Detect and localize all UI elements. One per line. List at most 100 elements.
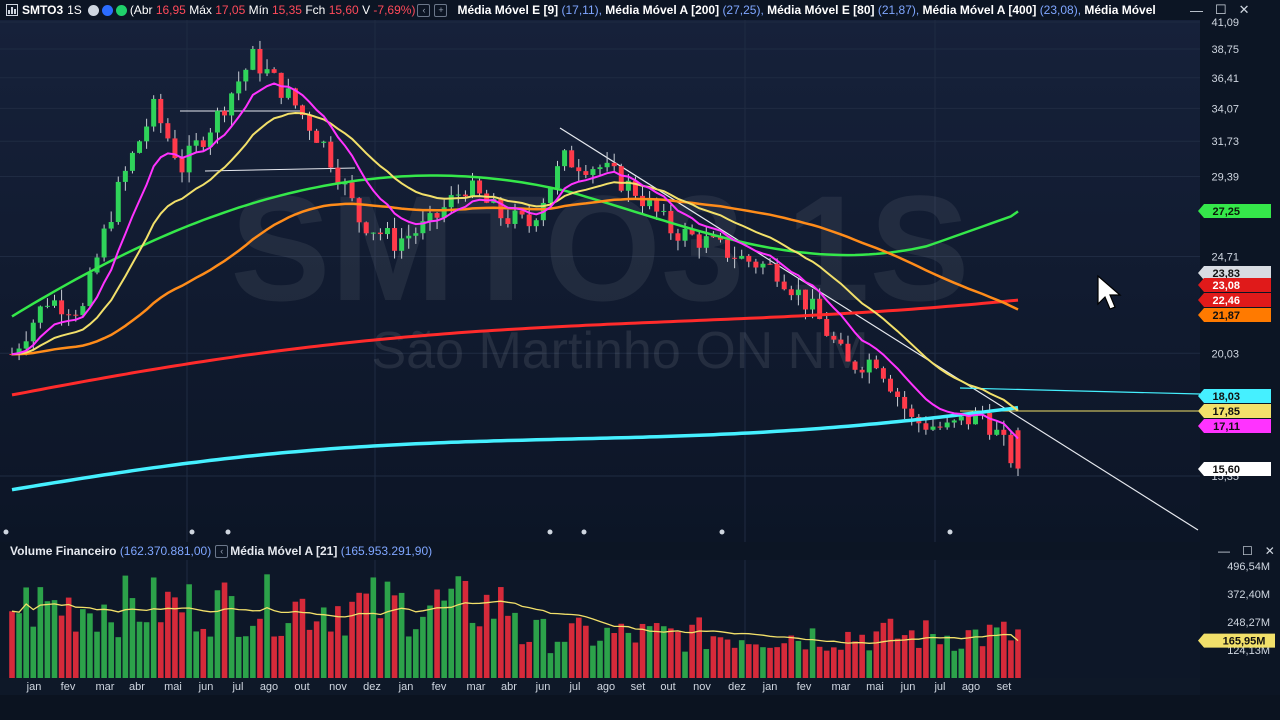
volume-bar[interactable] bbox=[965, 630, 972, 678]
volume-bar[interactable] bbox=[767, 647, 773, 678]
volume-bar[interactable] bbox=[143, 622, 150, 678]
candle-body[interactable] bbox=[384, 228, 390, 235]
candle-body[interactable] bbox=[264, 69, 270, 74]
candle-body[interactable] bbox=[328, 141, 334, 168]
candle-body[interactable] bbox=[356, 198, 362, 223]
volume-bar[interactable] bbox=[87, 613, 93, 678]
volume-bar[interactable] bbox=[413, 629, 419, 678]
volume-bar[interactable] bbox=[774, 647, 780, 678]
candle-body[interactable] bbox=[101, 228, 107, 258]
volume-bar[interactable] bbox=[547, 653, 554, 678]
candle-body[interactable] bbox=[845, 343, 851, 362]
candle-body[interactable] bbox=[115, 181, 121, 223]
candle-body[interactable] bbox=[469, 180, 475, 197]
candle-body[interactable] bbox=[647, 199, 653, 207]
volume-bar[interactable] bbox=[476, 626, 483, 678]
candle-body[interactable] bbox=[52, 300, 58, 306]
maximize-icon[interactable]: ☐ bbox=[1215, 2, 1227, 17]
volume-bar[interactable] bbox=[462, 580, 469, 678]
volume-bar[interactable] bbox=[795, 640, 802, 678]
candle-body[interactable] bbox=[802, 289, 808, 310]
settings-icon[interactable] bbox=[87, 4, 99, 16]
candle-body[interactable] bbox=[746, 255, 752, 262]
volume-bar[interactable] bbox=[731, 647, 738, 678]
volume-bar[interactable] bbox=[972, 629, 979, 678]
volume-bar[interactable] bbox=[320, 607, 327, 678]
candle-body[interactable] bbox=[555, 166, 561, 189]
candle-body[interactable] bbox=[292, 88, 298, 106]
volume-bar[interactable] bbox=[745, 644, 752, 678]
candle-body[interactable] bbox=[434, 213, 440, 218]
candle-body[interactable] bbox=[689, 228, 695, 235]
candle-body[interactable] bbox=[392, 228, 398, 251]
volume-bar[interactable] bbox=[852, 641, 858, 678]
volume-bar[interactable] bbox=[703, 649, 710, 678]
volume-bar[interactable] bbox=[221, 582, 228, 678]
volume-bar[interactable] bbox=[37, 587, 44, 678]
candle-body[interactable] bbox=[158, 98, 164, 124]
candle-body[interactable] bbox=[505, 218, 511, 224]
collapse-legend-icon[interactable]: ‹ bbox=[417, 3, 431, 17]
volume-bar[interactable] bbox=[72, 631, 79, 678]
candle-body[interactable] bbox=[122, 170, 128, 182]
volume-bar[interactable] bbox=[165, 591, 171, 678]
volume-bar[interactable] bbox=[228, 596, 235, 678]
volume-bar[interactable] bbox=[122, 575, 129, 678]
volume-bar[interactable] bbox=[533, 619, 540, 678]
volume-bar[interactable] bbox=[342, 635, 348, 678]
volume-bar[interactable] bbox=[377, 618, 384, 678]
symbol-label[interactable]: SMTO3 bbox=[22, 3, 64, 17]
volume-bar[interactable] bbox=[328, 631, 334, 678]
volume-bar[interactable] bbox=[136, 621, 143, 678]
candle-body[interactable] bbox=[250, 49, 256, 70]
volume-bar[interactable] bbox=[583, 625, 589, 678]
candle-body[interactable] bbox=[866, 359, 872, 373]
candle-body[interactable] bbox=[767, 263, 773, 265]
candle-body[interactable] bbox=[172, 138, 178, 159]
horizontal-line[interactable] bbox=[959, 387, 1201, 395]
candle-body[interactable] bbox=[87, 272, 93, 307]
volume-bar[interactable] bbox=[838, 649, 844, 678]
volume-bar[interactable] bbox=[738, 640, 745, 678]
volume-bar[interactable] bbox=[675, 631, 681, 678]
candle-body[interactable] bbox=[23, 341, 29, 349]
candle-body[interactable] bbox=[640, 195, 646, 207]
volume-bar[interactable] bbox=[505, 615, 511, 678]
candle-body[interactable] bbox=[399, 238, 405, 251]
candle-body[interactable] bbox=[321, 141, 327, 143]
volume-bar[interactable] bbox=[611, 633, 617, 678]
volume-bar[interactable] bbox=[993, 627, 1000, 678]
candle-body[interactable] bbox=[222, 110, 228, 116]
add-study-icon[interactable]: + bbox=[434, 3, 448, 17]
candle-body[interactable] bbox=[583, 171, 589, 175]
event-marker[interactable] bbox=[719, 529, 725, 535]
candle-body[interactable] bbox=[810, 298, 816, 310]
volume-bar[interactable] bbox=[894, 638, 901, 678]
candle-body[interactable] bbox=[944, 422, 950, 428]
candle-body[interactable] bbox=[611, 162, 617, 167]
volume-bar[interactable] bbox=[944, 635, 950, 678]
candle-body[interactable] bbox=[243, 69, 249, 82]
volume-bar[interactable] bbox=[632, 642, 639, 678]
candle-body[interactable] bbox=[760, 263, 766, 268]
horizontal-line[interactable] bbox=[204, 167, 356, 172]
candle-body[interactable] bbox=[257, 49, 263, 74]
volume-bar[interactable] bbox=[554, 641, 561, 678]
candle-body[interactable] bbox=[873, 359, 879, 369]
candle-body[interactable] bbox=[413, 233, 419, 236]
volume-bar[interactable] bbox=[802, 649, 809, 678]
volume-bar[interactable] bbox=[129, 598, 136, 678]
candle-body[interactable] bbox=[512, 210, 518, 224]
candle-body[interactable] bbox=[207, 132, 213, 147]
volume-bar[interactable] bbox=[80, 609, 86, 678]
volume-bar[interactable] bbox=[44, 601, 51, 678]
candle-body[interactable] bbox=[137, 141, 143, 153]
candle-body[interactable] bbox=[604, 162, 610, 168]
volume-bar[interactable] bbox=[887, 618, 894, 678]
candle-body[interactable] bbox=[363, 222, 369, 234]
candle-body[interactable] bbox=[165, 123, 171, 139]
candle-body[interactable] bbox=[703, 236, 709, 248]
candle-body[interactable] bbox=[37, 306, 43, 323]
volume-bar[interactable] bbox=[590, 645, 596, 678]
